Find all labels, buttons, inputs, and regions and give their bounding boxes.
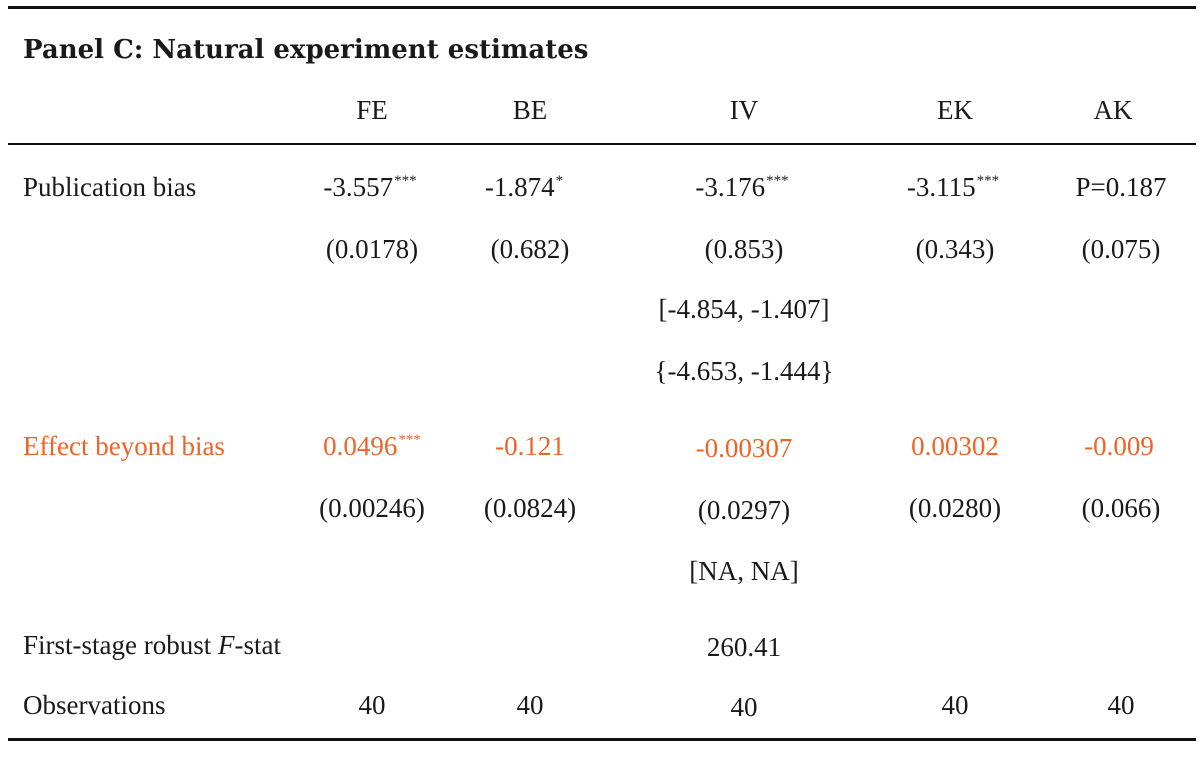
significance-stars: *** (766, 173, 789, 190)
column-header-ek: EK (937, 95, 973, 125)
pub-bias-estimate-ek: -3.115*** (907, 169, 999, 205)
column-header-fe: FE (356, 95, 388, 125)
effect-se-fe: (0.00246) (319, 493, 425, 523)
pub-bias-estimate-ak: P=0.187 (1076, 169, 1167, 205)
significance-stars: *** (976, 173, 1000, 190)
effect-se-ek: (0.0280) (908, 493, 1002, 523)
pub-bias-se-ek: (0.343) (915, 234, 995, 264)
column-header-be: BE (512, 95, 548, 125)
top-rule (8, 6, 1196, 9)
estimate-value: -3.557 (323, 172, 394, 202)
column-header-ak: AK (1093, 95, 1133, 125)
row-label-effect-beyond-bias: Effect beyond bias (23, 431, 225, 461)
effect-estimate-fe: 0.0496*** (323, 428, 421, 464)
effect-estimate-ek: 0.00302 (911, 431, 999, 461)
effect-iv-interval: [NA, NA] (689, 556, 799, 586)
pub-bias-estimate-be: -1.874* (485, 169, 563, 205)
column-header-iv: IV (729, 95, 759, 125)
pub-bias-se-iv: (0.853) (704, 234, 784, 264)
estimate-value: P=0.187 (1075, 172, 1167, 202)
first-stage-prefix: First-stage robust (23, 630, 212, 660)
observations-ak: 40 (1107, 690, 1135, 720)
row-label-observations: Observations (23, 690, 166, 720)
observations-fe: 40 (358, 690, 386, 720)
panel-title: Panel C: Natural experiment estimates (23, 35, 589, 65)
pub-bias-se-fe: (0.0178) (325, 234, 419, 264)
effect-estimate-iv: -0.00307 (695, 433, 793, 463)
row-label-first-stage: First-stage robust F-stat (23, 627, 281, 663)
significance-stars: * (555, 173, 564, 190)
header-rule (8, 143, 1196, 145)
pub-bias-iv-interval-2: {-4.653, -1.444} (654, 356, 834, 386)
pub-bias-iv-interval-1: [-4.854, -1.407] (658, 294, 830, 324)
pub-bias-se-be: (0.682) (490, 234, 570, 264)
observations-be: 40 (516, 690, 544, 720)
effect-se-ak: (0.066) (1081, 493, 1161, 523)
significance-stars: *** (398, 432, 421, 449)
effect-estimate-be: -0.121 (495, 431, 565, 461)
estimate-value: -3.115 (906, 172, 976, 202)
estimate-value: 0.0496 (323, 431, 398, 461)
significance-stars: *** (394, 173, 417, 190)
pub-bias-estimate-fe: -3.557*** (323, 169, 416, 205)
first-stage-f: F (218, 630, 235, 660)
effect-estimate-ak: -0.009 (1084, 431, 1154, 461)
pub-bias-estimate-iv: -3.176*** (695, 169, 788, 205)
effect-se-be: (0.0824) (483, 493, 577, 523)
observations-iv: 40 (730, 692, 758, 722)
first-stage-iv-value: 260.41 (706, 632, 782, 662)
effect-se-iv: (0.0297) (697, 495, 791, 525)
estimate-value: -1.874 (484, 172, 555, 202)
bottom-rule (8, 738, 1196, 741)
observations-ek: 40 (941, 690, 969, 720)
estimate-value: -3.176 (695, 172, 766, 202)
first-stage-suffix: -stat (234, 630, 282, 660)
row-label-publication-bias: Publication bias (23, 172, 197, 202)
pub-bias-se-ak: (0.075) (1081, 234, 1161, 264)
